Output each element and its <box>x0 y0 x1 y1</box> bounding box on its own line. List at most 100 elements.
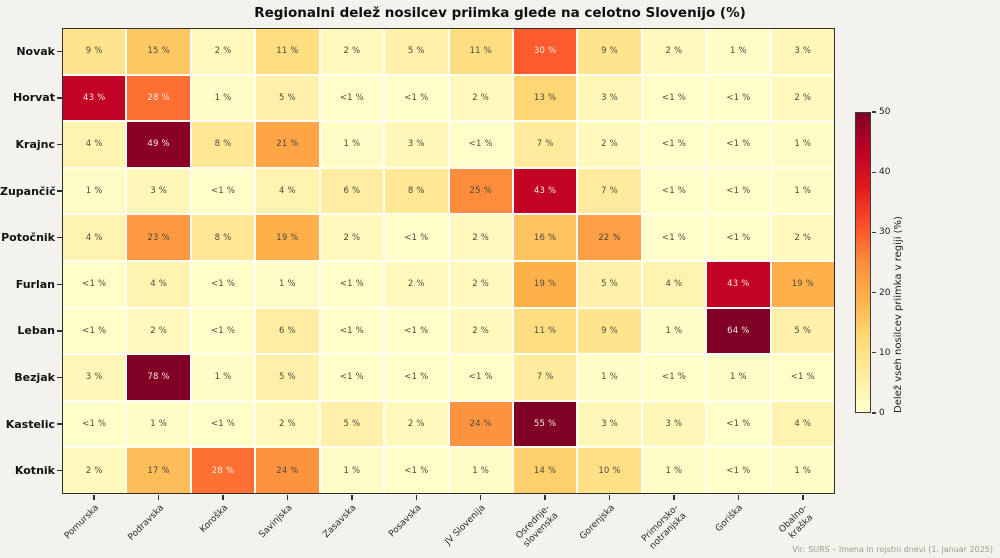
heatmap-cell: 3 % <box>127 168 190 214</box>
heatmap-cell: 7 % <box>578 168 641 214</box>
x-tick-label-text: JV Slovenija <box>443 503 488 548</box>
heatmap-cell: 1 % <box>707 355 770 400</box>
heatmap-cell: 1 % <box>642 448 706 493</box>
heatmap-cell: 2 % <box>127 308 190 354</box>
heatmap-cell: 5 % <box>771 308 834 354</box>
heatmap-cell: <1 % <box>320 261 384 307</box>
heatmap-cell: 3 % <box>578 75 641 121</box>
heatmap-cell: <1 % <box>642 355 706 400</box>
heatmap-cell: 7 % <box>513 355 577 400</box>
heatmap-cell: 4 % <box>256 168 319 214</box>
heatmap-cell: 5 % <box>256 355 319 400</box>
heatmap-cell: <1 % <box>707 168 770 214</box>
heatmap-cell: 1 % <box>449 448 512 493</box>
heatmap-cell: 4 % <box>771 401 834 447</box>
x-tick-label-text: Obalno- kraška <box>777 503 816 541</box>
heatmap-cell: 1 % <box>191 75 255 121</box>
heatmap-cell: 5 % <box>578 261 641 307</box>
y-tick <box>57 469 62 472</box>
heatmap-cell: 1 % <box>191 355 255 400</box>
heatmap-cell: <1 % <box>191 261 255 307</box>
heatmap-cell: 1 % <box>771 448 834 493</box>
y-tick <box>57 283 62 286</box>
x-tick <box>802 495 804 500</box>
heatmap-cell: 30 % <box>513 29 577 74</box>
heatmap-cell: 2 % <box>449 215 512 260</box>
heatmap-cell: 2 % <box>385 261 448 307</box>
heatmap-cell: <1 % <box>449 355 512 400</box>
heatmap-cell: <1 % <box>320 75 384 121</box>
heatmap-cell: 55 % <box>513 401 577 447</box>
heatmap-cell: 21 % <box>256 122 319 167</box>
y-tick-label: Leban <box>17 324 55 338</box>
colorbar-tick-label: 30 <box>879 227 891 238</box>
heatmap-cell: <1 % <box>707 401 770 447</box>
y-tick <box>57 50 62 53</box>
heatmap-cell: 22 % <box>578 215 641 260</box>
heatmap-cell: 43 % <box>707 261 770 307</box>
heatmap-cell: 2 % <box>642 29 706 74</box>
heatmap-grid: 9 % 15 % 2 % 11 % 2 % 5 % 11 % 30 % 9 % 2 % 1 % 3 %… <box>63 29 834 493</box>
heatmap-cell: <1 % <box>707 75 770 121</box>
heatmap-cell: 3 % <box>771 29 834 74</box>
x-tick-label-text: Gorenjska <box>577 503 617 542</box>
x-tick-label-text: Zasavska <box>321 503 359 541</box>
heatmap-cell: <1 % <box>385 308 448 354</box>
y-tick-label: Furlan <box>15 277 55 291</box>
heatmap-cell: 11 % <box>513 308 577 354</box>
heatmap-cell: 28 % <box>127 75 190 121</box>
heatmap-cell: 13 % <box>513 75 577 121</box>
heatmap-cell: <1 % <box>707 215 770 260</box>
heatmap-cell: 9 % <box>63 29 126 74</box>
colorbar-tick <box>872 111 876 113</box>
colorbar-tick <box>872 412 876 414</box>
heatmap-cell: 8 % <box>191 122 255 167</box>
heatmap-cell: 1 % <box>320 122 384 167</box>
heatmap-cell: 2 % <box>63 448 126 493</box>
x-tick <box>608 495 611 500</box>
heatmap-cell: <1 % <box>385 75 448 121</box>
heatmap-cell: 3 % <box>642 401 706 447</box>
x-tick <box>737 495 740 500</box>
colorbar-tick <box>872 171 876 173</box>
colorbar-tick-label: 20 <box>879 287 891 298</box>
heatmap-cell: 2 % <box>771 215 834 260</box>
heatmap-cell: 1 % <box>707 29 770 74</box>
x-tick <box>415 495 418 500</box>
heatmap-cell: 4 % <box>642 261 706 307</box>
y-tick-label: Bezjak <box>14 371 55 384</box>
x-tick <box>222 495 224 500</box>
colorbar <box>855 112 871 413</box>
heatmap-cell: <1 % <box>642 122 706 167</box>
heatmap-cell: 25 % <box>449 168 512 214</box>
heatmap-cell: 3 % <box>578 401 641 447</box>
heatmap-cell: 5 % <box>256 75 319 121</box>
x-tick-label-text: Posavska <box>387 503 424 540</box>
heatmap-cell: 3 % <box>385 122 448 167</box>
heatmap-cell: 4 % <box>63 122 126 167</box>
heatmap-cell: 5 % <box>320 401 384 447</box>
heatmap-cell: 16 % <box>513 215 577 260</box>
heatmap-cell: 78 % <box>127 355 190 400</box>
heatmap-cell: 2 % <box>449 261 512 307</box>
heatmap-cell: 2 % <box>385 401 448 447</box>
y-tick <box>57 330 62 332</box>
heatmap-cell: <1 % <box>642 215 706 260</box>
heatmap-cell: 1 % <box>642 308 706 354</box>
heatmap-cell: 1 % <box>127 401 190 447</box>
heatmap-cell: 10 % <box>578 448 641 493</box>
x-tick <box>93 495 95 500</box>
colorbar-tick-label: 10 <box>879 347 891 358</box>
colorbar-tick <box>872 231 876 233</box>
y-tick <box>57 97 62 99</box>
heatmap-cell: <1 % <box>642 168 706 214</box>
heatmap-cell: <1 % <box>385 355 448 400</box>
heatmap-cell: 5 % <box>385 29 448 74</box>
x-tick-label-text: Savinjska <box>257 503 295 541</box>
x-tick <box>673 495 675 500</box>
heatmap-cell: <1 % <box>707 448 770 493</box>
heatmap-cell: 1 % <box>63 168 126 214</box>
y-tick-label: Zupančič <box>0 184 56 198</box>
heatmap-cell: 6 % <box>320 168 384 214</box>
heatmap-cell: <1 % <box>385 448 448 493</box>
